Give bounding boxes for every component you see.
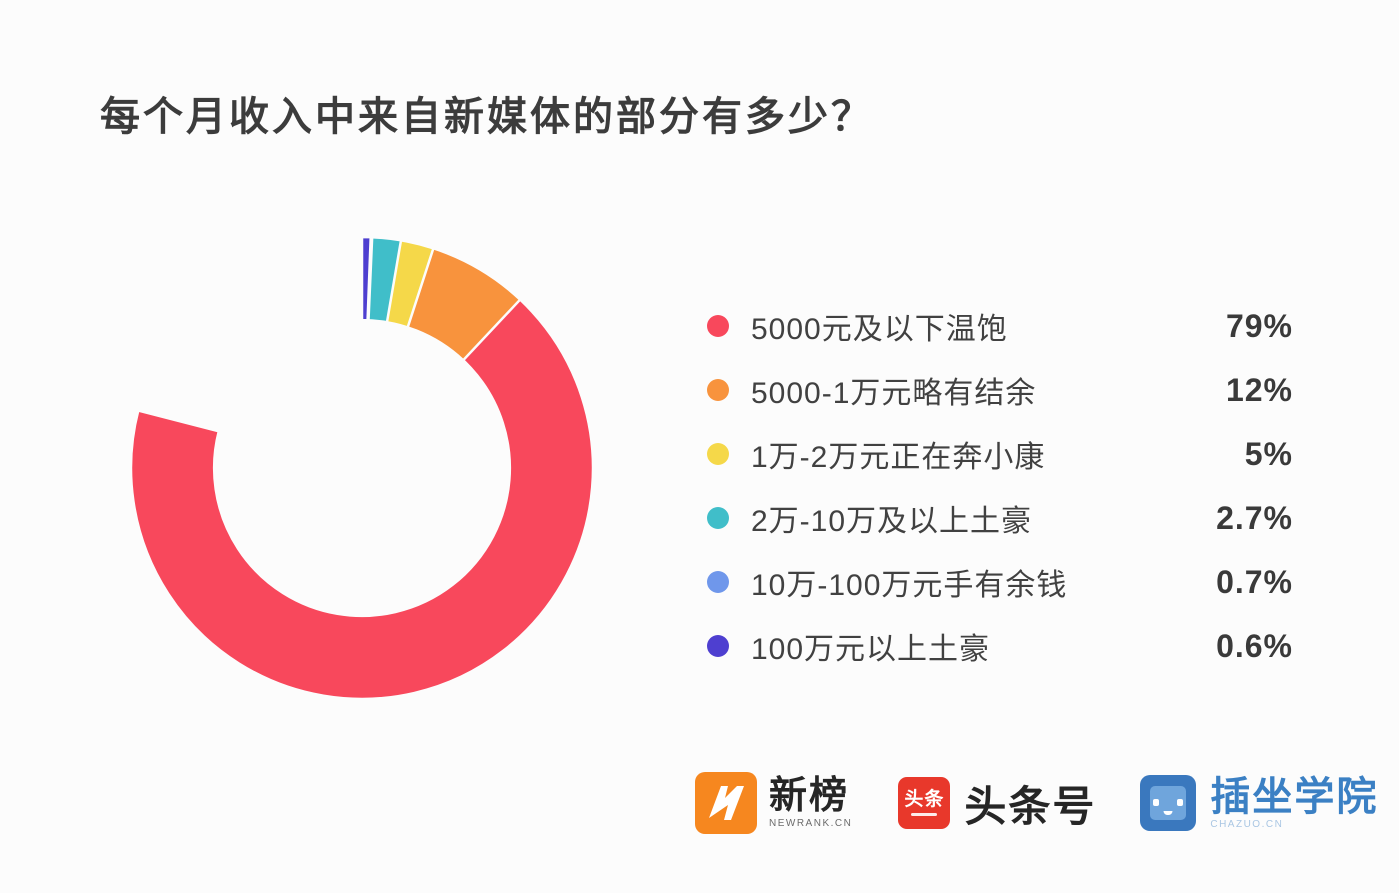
- newrank-lightning-n-icon: [695, 772, 757, 834]
- legend-value: 5%: [1244, 435, 1293, 472]
- chart-legend: 5000元及以下温饱 79% 5000-1万元略有结余 12% 1万-2万元正在…: [707, 294, 1293, 678]
- legend-label: 1万-2万元正在奔小康: [751, 441, 1046, 474]
- legend-dot-icon: [707, 443, 729, 465]
- donut-slice-5: [360, 235, 373, 322]
- legend-label: 5000-1万元略有结余: [751, 377, 1037, 410]
- newrank-logo-subtext: NEWRANK.CN: [769, 818, 853, 829]
- legend-row: 2万-10万及以上土豪 2.7%: [707, 486, 1293, 550]
- chazuo-logo-text: 插坐学院: [1210, 774, 1379, 819]
- newrank-logo: 新榜 NEWRANK.CN: [695, 772, 852, 834]
- donut-chart-svg: [129, 235, 595, 701]
- legend-value: 0.7%: [1216, 563, 1293, 600]
- legend-label: 2万-10万及以上土豪: [751, 505, 1033, 538]
- chazuo-logo: 插坐学院 CHAZUO.CN: [1096, 775, 1378, 831]
- legend-dot-icon: [707, 379, 729, 401]
- legend-row: 10万-100万元手有余钱 0.7%: [707, 550, 1293, 614]
- page-title: 每个月收入中来自新媒体的部分有多少？: [100, 95, 874, 139]
- donut-slice-0: [129, 235, 595, 701]
- legend-row: 100万元以上土豪 0.6%: [707, 614, 1293, 678]
- legend-dot-icon: [707, 315, 729, 337]
- legend-dot-icon: [707, 507, 729, 529]
- legend-value: 2.7%: [1216, 499, 1293, 536]
- chazuo-robot-face-icon: [1140, 775, 1197, 831]
- toutiao-logo-text: 头条号: [964, 782, 1097, 830]
- legend-row: 1万-2万元正在奔小康 5%: [707, 422, 1293, 486]
- legend-value: 79%: [1225, 307, 1293, 344]
- legend-label: 100万元以上土豪: [751, 633, 991, 666]
- legend-dot-icon: [707, 635, 729, 657]
- legend-value: 0.6%: [1216, 627, 1293, 664]
- toutiao-logo: 头条 头条号: [852, 773, 1096, 834]
- toutiao-icon-text: 头条: [904, 789, 945, 810]
- donut-chart: [128, 234, 596, 702]
- legend-label: 10万-100万元手有余钱: [751, 569, 1068, 602]
- legend-row: 5000-1万元略有结余 12%: [707, 358, 1293, 422]
- chazuo-logo-subtext: CHAZUO.CN: [1210, 818, 1284, 830]
- newrank-logo-text: 新榜: [769, 775, 850, 817]
- toutiao-icon: 头条: [898, 777, 951, 829]
- legend-dot-icon: [707, 571, 729, 593]
- footer-logos: 新榜 NEWRANK.CN 头条 头条号 插坐学院 CHAZUO.CN: [695, 772, 1378, 834]
- legend-label: 5000元及以下温饱: [751, 313, 1008, 346]
- legend-row: 5000元及以下温饱 79%: [707, 294, 1293, 358]
- legend-value: 12%: [1225, 371, 1293, 408]
